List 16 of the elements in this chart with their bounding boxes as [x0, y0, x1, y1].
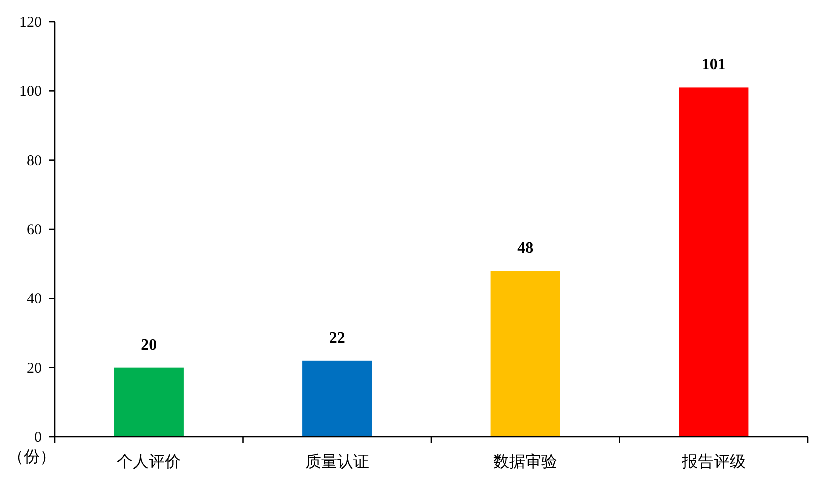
- y-tick-label: 80: [27, 153, 42, 170]
- y-tick-label: 20: [27, 360, 42, 377]
- y-tick-label: 0: [34, 430, 42, 446]
- y-tick-label: 60: [27, 222, 42, 238]
- y-tick-label: 40: [27, 292, 42, 308]
- y-tick-label: 120: [20, 15, 42, 31]
- x-tick-label: 质量认证: [305, 453, 370, 471]
- x-tick-label: 报告评级: [680, 453, 746, 471]
- y-tick-label: 100: [20, 84, 42, 100]
- data-label: 20: [141, 336, 158, 354]
- data-label: 22: [329, 330, 346, 347]
- x-tick-label: 个人评价: [117, 453, 182, 471]
- data-label: 101: [702, 56, 726, 74]
- data-label: 48: [518, 240, 534, 257]
- x-tick-label: 数据审验: [494, 453, 558, 471]
- y-axis-title: （份）: [8, 449, 56, 466]
